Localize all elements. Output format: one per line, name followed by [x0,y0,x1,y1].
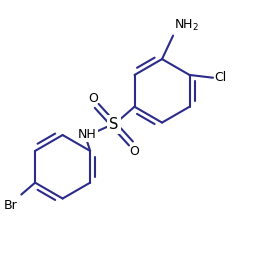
Text: NH: NH [78,128,97,141]
Text: NH$_2$: NH$_2$ [174,18,199,33]
Text: O: O [129,145,139,158]
Text: Br: Br [3,199,17,212]
Text: O: O [88,91,98,105]
Text: Cl: Cl [214,71,227,84]
Text: S: S [109,117,118,132]
